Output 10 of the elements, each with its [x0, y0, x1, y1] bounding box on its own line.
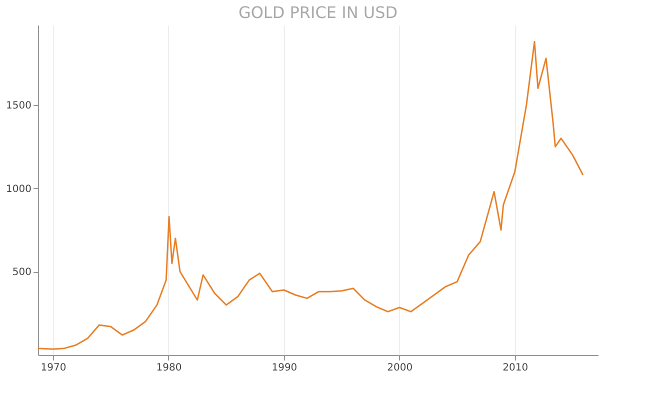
chart-title: GOLD PRICE IN USD	[238, 3, 398, 22]
x-tick-label: 1970	[40, 362, 66, 374]
line-series	[37, 40, 584, 350]
y-tick-label: 500	[12, 267, 32, 278]
y-tick-label: 1500	[6, 100, 32, 112]
x-tick-label: 1990	[272, 362, 298, 374]
x-tick-label: 2000	[387, 362, 413, 374]
x-tick-label: 2010	[502, 362, 528, 374]
x-tick-label: 1980	[156, 362, 182, 374]
y-tick-label: 1000	[6, 184, 32, 195]
